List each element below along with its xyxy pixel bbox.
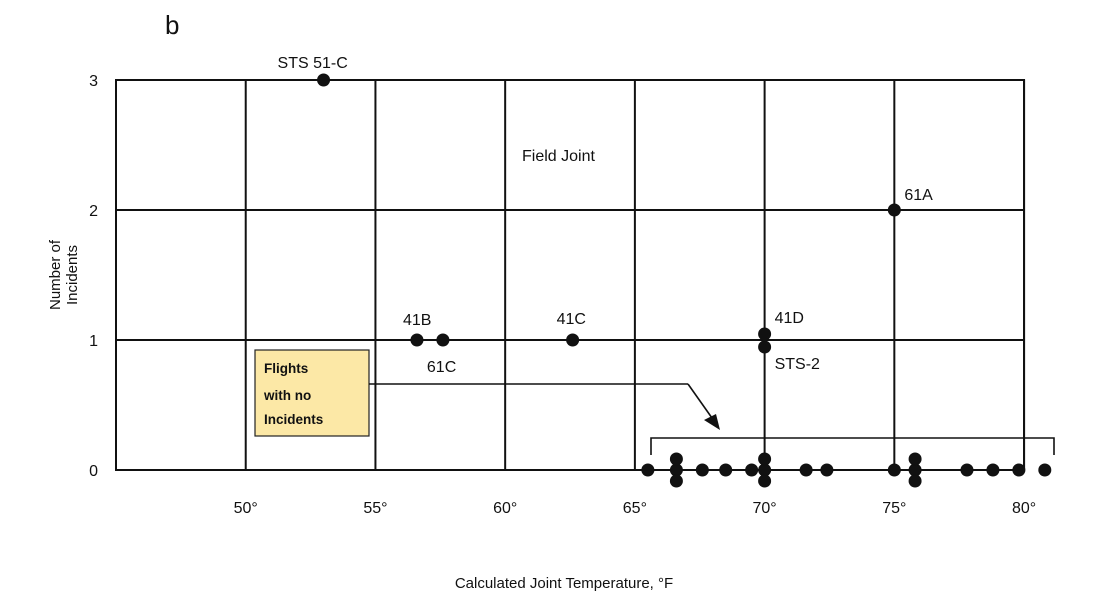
plot-grid [115,79,1026,471]
point-label: 41C [557,311,586,328]
point-labels: STS 51-C 61A 41B 61C 41C 41D STS-2 [278,55,934,376]
point-label: 41D [775,310,804,327]
chart-title: Field Joint [522,148,595,165]
plot-frame [115,79,1026,471]
panel-letter: b [165,10,179,40]
no-incident-point [719,463,733,477]
point-label: 41B [403,312,431,329]
data-points [317,73,1052,488]
callout-box [254,349,370,437]
no-incident-point [669,452,683,466]
x-tick-label: 55° [363,500,387,517]
point-label: STS-2 [775,356,820,373]
x-tick-label: 80° [1012,500,1036,517]
y-tick-label: 1 [89,333,98,350]
no-incident-point [1012,463,1026,477]
no-incident-point [758,463,772,477]
point-label: STS 51-C [278,55,348,72]
bracket-line [650,437,1055,455]
no-incident-point [641,463,655,477]
point-label: 61C [427,359,456,376]
incident-point [317,73,331,87]
no-incident-callout: Flights with no Incidents [254,349,720,437]
point-label: 61A [904,187,933,204]
y-tick-label: 0 [89,463,98,480]
no-incident-point [908,463,922,477]
no-incident-point [908,474,922,488]
callout-arrow-line-2 [687,383,713,419]
y-tick-label: 2 [89,203,98,220]
y-axis-title: Number of Incidents [47,239,81,310]
no-incident-point [745,463,759,477]
x-tick-label: 50° [234,500,258,517]
incident-point [410,333,424,347]
callout-line-1: Flights [264,361,308,376]
y-axis-title-line-2: Incidents [64,245,81,305]
no-incident-point [669,474,683,488]
x-tick-label: 60° [493,500,517,517]
incident-point [758,340,772,354]
y-tick-labels: 0 1 2 3 [89,73,98,480]
x-tick-label: 75° [882,500,906,517]
x-tick-label: 65° [623,500,647,517]
callout-arrow-head [704,414,720,430]
incident-point [436,333,450,347]
x-tick-label: 70° [753,500,777,517]
no-incident-point [960,463,974,477]
y-tick-label: 3 [89,73,98,90]
no-incident-point [799,463,813,477]
x-axis-title: Calculated Joint Temperature, °F [455,575,673,592]
no-incident-point [908,452,922,466]
x-tick-labels: 50° 55° 60° 65° 70° 75° 80° [234,500,1037,517]
no-incident-point [986,463,1000,477]
no-incident-point [820,463,834,477]
no-incident-point [669,463,683,477]
no-incident-point [887,463,901,477]
no-incident-point [758,474,772,488]
no-incident-point [695,463,709,477]
no-incident-point [1038,463,1052,477]
incident-point [758,327,772,341]
no-incident-bracket [650,437,1055,455]
incident-point [887,203,901,217]
incident-point [566,333,580,347]
callout-line-2: with no [263,388,311,403]
y-axis-title-line-1: Number of [47,239,64,310]
no-incident-point [758,452,772,466]
callout-line-3: Incidents [264,412,323,427]
